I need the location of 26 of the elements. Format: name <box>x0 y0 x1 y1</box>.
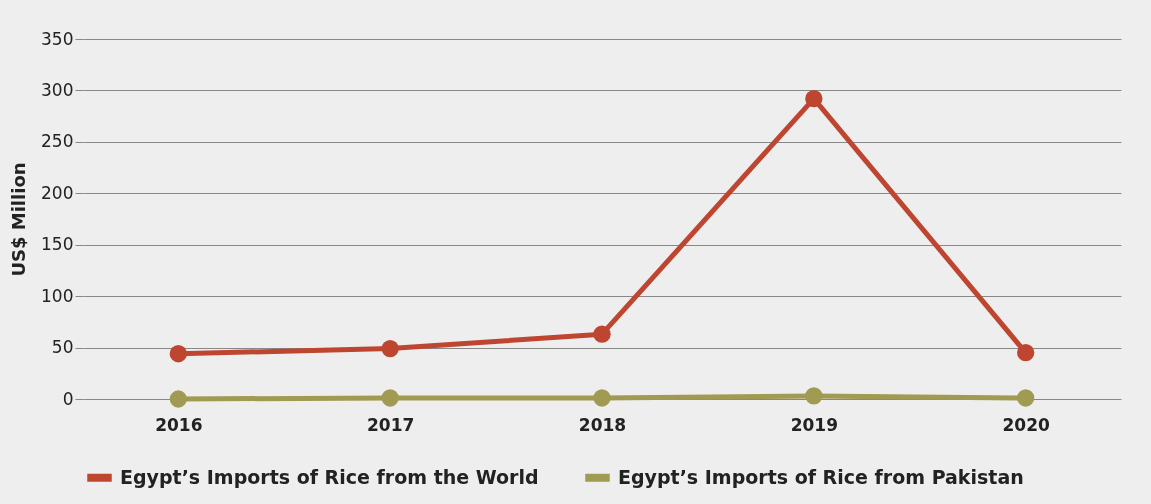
point <box>1017 389 1035 407</box>
y-tick-label: 250 <box>41 131 74 152</box>
point <box>381 339 399 358</box>
y-tick-label: 200 <box>41 182 74 203</box>
y-tick-label: 0 <box>62 388 74 409</box>
y-axis-title: US$ Million <box>8 162 30 277</box>
point <box>1017 344 1035 362</box>
x-tick-label: 2016 <box>155 414 203 435</box>
x-tick-label: 2020 <box>1002 414 1050 435</box>
y-tick-label: 150 <box>41 234 74 255</box>
y-tick-label: 350 <box>41 28 74 49</box>
legend-label: Egypt’s Imports of Rice from Pakistan <box>618 465 1024 488</box>
point <box>169 345 187 363</box>
point <box>805 387 823 405</box>
point <box>593 325 611 343</box>
point <box>805 90 823 108</box>
y-tick-label: 50 <box>51 337 74 358</box>
point <box>381 389 399 407</box>
y-tick-label: 100 <box>41 285 74 306</box>
y-tick-label: 300 <box>41 79 74 100</box>
x-tick-label: 2019 <box>790 414 838 435</box>
legend-label: Egypt’s Imports of Rice from the World <box>120 465 539 488</box>
x-tick-label: 2018 <box>578 414 627 435</box>
point <box>169 390 187 408</box>
x-tick-label: 2017 <box>367 414 415 435</box>
point <box>593 389 611 407</box>
